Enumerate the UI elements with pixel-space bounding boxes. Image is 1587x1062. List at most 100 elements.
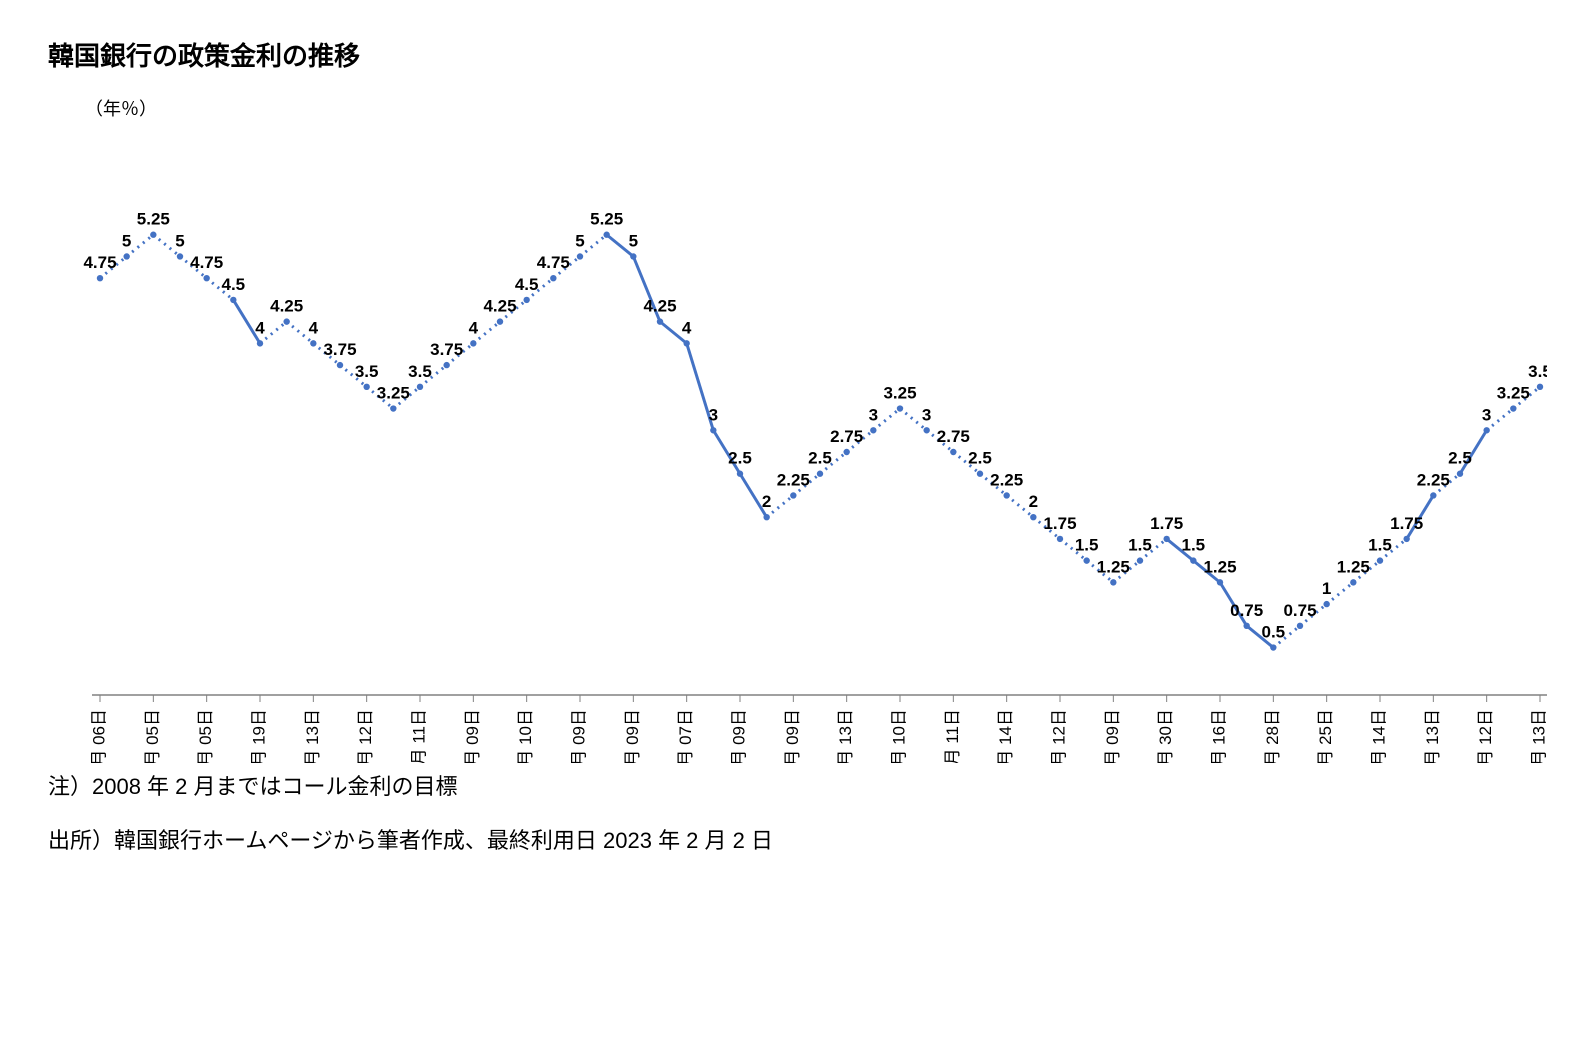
series-marker <box>603 232 609 238</box>
value-label: 3 <box>1482 405 1491 424</box>
value-label: 2 <box>1029 492 1038 511</box>
value-label: 1.75 <box>1150 514 1183 533</box>
series-marker <box>257 340 263 346</box>
value-label: 4 <box>309 318 319 337</box>
series-marker <box>443 362 449 368</box>
x-tick-label: 2005年10月 11日 <box>409 709 428 763</box>
series-marker <box>1163 536 1169 542</box>
series-marker <box>1377 557 1383 563</box>
x-tick-label: 2011年06月 10日 <box>889 709 908 763</box>
value-label: 3.5 <box>408 362 432 381</box>
series-marker <box>737 471 743 477</box>
series-marker <box>150 232 156 238</box>
series-marker <box>230 297 236 303</box>
series-marker <box>123 253 129 259</box>
series-marker <box>657 318 663 324</box>
series-marker <box>1003 492 1009 498</box>
value-label: 4.25 <box>643 297 676 316</box>
x-tick-label: 2011年01月 13日 <box>836 709 855 763</box>
series-marker <box>1270 644 1276 650</box>
value-label: 5 <box>575 231 584 250</box>
value-label: 4.5 <box>515 275 539 294</box>
value-label: 4.75 <box>190 253 223 272</box>
x-tick-label: 2010年07月 09日 <box>783 709 802 763</box>
series-marker <box>497 318 503 324</box>
x-tick-label: 2008年10月 09日 <box>623 709 642 763</box>
value-label: 1.75 <box>1043 514 1076 533</box>
series-marker <box>790 492 796 498</box>
value-label: 3 <box>869 405 878 424</box>
value-label: 4.25 <box>483 297 516 316</box>
series-marker <box>1403 536 1409 542</box>
x-tick-label: 2022年04月 14日 <box>1369 709 1388 763</box>
value-label: 1.5 <box>1182 536 1206 555</box>
value-label: 3 <box>922 405 931 424</box>
series-marker <box>470 340 476 346</box>
series-marker <box>363 384 369 390</box>
series-marker <box>337 362 343 368</box>
value-label: 4.75 <box>83 253 116 272</box>
series-marker <box>283 318 289 324</box>
x-tick-label: 2022年07月 13日 <box>1423 709 1442 763</box>
value-label: 4.25 <box>270 297 303 316</box>
series-marker <box>870 427 876 433</box>
value-label: 1.75 <box>1390 514 1423 533</box>
value-label: 3.5 <box>1528 362 1547 381</box>
series-marker <box>1350 579 1356 585</box>
value-label: 3.25 <box>377 384 410 403</box>
series-marker <box>1243 623 1249 629</box>
x-tick-label: 2000年10月 05日 <box>143 709 162 763</box>
value-label: 2 <box>762 492 771 511</box>
series-marker <box>710 427 716 433</box>
x-tick-label: 2001年07月 05日 <box>196 709 215 763</box>
value-label: 0.75 <box>1230 601 1263 620</box>
series-marker <box>1483 427 1489 433</box>
x-tick-label: 2022年10月 12日 <box>1476 709 1495 763</box>
series-marker <box>97 275 103 281</box>
series-marker <box>923 427 929 433</box>
value-label: 1.5 <box>1128 536 1152 555</box>
value-label: 3.75 <box>430 340 463 359</box>
x-tick-label: 2019年10月 16日 <box>1209 709 1228 763</box>
value-label: 2.5 <box>808 449 832 468</box>
value-label: 1.5 <box>1368 536 1392 555</box>
value-label: 5 <box>175 231 184 250</box>
x-tick-label: 2014年08月 14日 <box>996 709 1015 763</box>
series-marker <box>577 253 583 259</box>
x-tick-label: 2001年09月 19日 <box>249 709 268 763</box>
series-marker <box>310 340 316 346</box>
value-label: 5 <box>629 231 638 250</box>
value-label: 2.25 <box>1417 470 1450 489</box>
series-marker <box>390 405 396 411</box>
value-label: 5.25 <box>137 210 170 229</box>
series-marker <box>1430 492 1436 498</box>
series-marker <box>1030 514 1036 520</box>
series-marker <box>977 471 983 477</box>
value-label: 1 <box>1322 579 1331 598</box>
series-marker <box>177 253 183 259</box>
x-tick-label: 2021年11月 25日 <box>1316 709 1335 763</box>
x-tick-label: 2015年03月 12日 <box>1049 709 1068 763</box>
series-marker <box>1323 601 1329 607</box>
series-marker <box>1057 536 1063 542</box>
series-marker <box>1457 471 1463 477</box>
x-tick-label: 1999年05月 06日 <box>89 709 108 763</box>
series-marker <box>683 340 689 346</box>
value-label: 3 <box>709 405 718 424</box>
series-marker <box>1537 384 1543 390</box>
value-label: 2.5 <box>1448 449 1472 468</box>
value-label: 0.5 <box>1262 623 1286 642</box>
x-tick-label: 2006年08月 10日 <box>516 709 535 763</box>
value-label: 2.5 <box>968 449 992 468</box>
x-tick-label: 2007年08月 09日 <box>569 709 588 763</box>
series-marker <box>1083 557 1089 563</box>
value-label: 2.75 <box>937 427 970 446</box>
series-marker <box>897 405 903 411</box>
series-marker <box>763 514 769 520</box>
series-marker <box>550 275 556 281</box>
value-label: 4.5 <box>222 275 246 294</box>
x-tick-label: 2004年08月 12日 <box>356 709 375 763</box>
footnote-note: 注）2008 年 2 月まではコール金利の目標 <box>48 769 1547 801</box>
series-marker <box>630 253 636 259</box>
footnote-source: 出所）韓国銀行ホームページから筆者作成、最終利用日 2023 年 2 月 2 日 <box>48 823 1547 855</box>
